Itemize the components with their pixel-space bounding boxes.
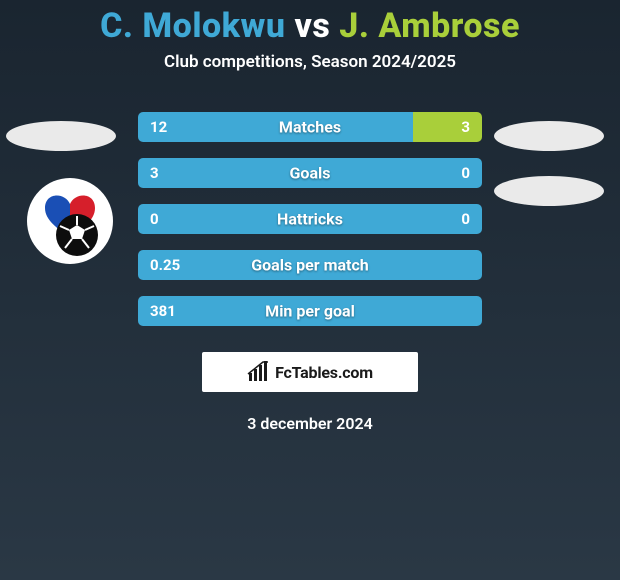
stat-value-right: 0 xyxy=(461,164,470,182)
player2-name: J. Ambrose xyxy=(339,6,520,46)
stat-bar: 381 Min per goal xyxy=(138,296,482,326)
stat-label: Hattricks xyxy=(277,210,343,229)
stat-label: Goals per match xyxy=(251,256,369,275)
stat-label: Goals xyxy=(290,164,331,183)
vs-text: vs xyxy=(294,6,330,46)
club-badge-svg xyxy=(27,178,113,264)
stat-row: 381 Min per goal xyxy=(0,288,620,334)
player1-photo-placeholder xyxy=(6,121,116,151)
stat-value-left: 0 xyxy=(150,210,159,228)
subtitle: Club competitions, Season 2024/2025 xyxy=(0,52,620,72)
stat-value-left: 381 xyxy=(150,302,176,320)
stat-value-left: 3 xyxy=(150,164,159,182)
stat-bar: 0 0 Hattricks xyxy=(138,204,482,234)
brand-box: FcTables.com xyxy=(202,352,418,392)
bar-right xyxy=(413,112,482,142)
player2-photo-placeholder-1 xyxy=(494,121,604,151)
bar-chart-icon xyxy=(247,361,269,383)
stat-value-left: 12 xyxy=(150,118,167,136)
stat-bar: 0.25 Goals per match xyxy=(138,250,482,280)
player1-name: C. Molokwu xyxy=(100,6,285,46)
stat-value-left: 0.25 xyxy=(150,256,180,274)
date-text: 3 december 2024 xyxy=(0,414,620,433)
brand-text: FcTables.com xyxy=(275,363,373,382)
comparison-card: C. Molokwu vs J. Ambrose Club competitio… xyxy=(0,0,620,433)
stat-value-right: 0 xyxy=(461,210,470,228)
stat-bar: 12 3 Matches xyxy=(138,112,482,142)
bar-left xyxy=(138,112,413,142)
stat-value-right: 3 xyxy=(461,118,470,136)
player2-photo-placeholder-2 xyxy=(494,176,604,206)
stat-bar: 3 0 Goals xyxy=(138,158,482,188)
stat-label: Matches xyxy=(279,118,341,137)
stat-label: Min per goal xyxy=(265,302,355,321)
player1-club-badge xyxy=(27,178,113,264)
page-title: C. Molokwu vs J. Ambrose xyxy=(0,6,620,46)
